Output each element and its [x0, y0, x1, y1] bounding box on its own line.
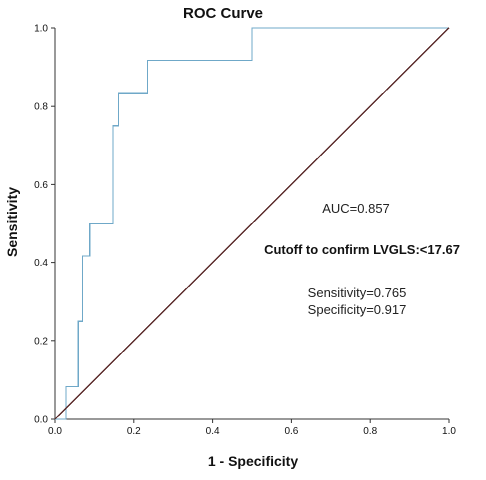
- sensitivity-annotation: Sensitivity=0.765: [308, 285, 407, 300]
- y-tick-label: 1.0: [34, 24, 48, 35]
- x-tick-label: 0.6: [284, 426, 298, 437]
- y-tick-label: 0.6: [34, 180, 48, 191]
- cutoff-annotation: Cutoff to confirm LVGLS:<17.67: [264, 242, 460, 257]
- y-tick-label: 0.0: [34, 415, 48, 426]
- x-tick-label: 1.0: [442, 426, 456, 437]
- y-tick-label: 0.2: [34, 336, 48, 347]
- roc-curve-line: [55, 27, 449, 420]
- y-tick-label: 0.4: [34, 258, 48, 269]
- x-tick-label: 0.2: [127, 426, 141, 437]
- axes: [54, 28, 449, 420]
- auc-annotation: AUC=0.857: [322, 201, 390, 216]
- x-tick-label: 0.0: [48, 426, 62, 437]
- chart-title: ROC Curve: [183, 5, 263, 22]
- y-tick-label: 0.8: [34, 102, 48, 113]
- y-axis-label: Sensitivity: [4, 187, 20, 257]
- x-axis-ticks: 0.0 0.2 0.4 0.6 0.8 1.0: [48, 419, 456, 437]
- x-tick-label: 0.8: [363, 426, 377, 437]
- specificity-annotation: Specificity=0.917: [308, 302, 407, 317]
- x-tick-label: 0.4: [206, 426, 220, 437]
- reference-diagonal-line: [54, 27, 450, 420]
- series: [54, 27, 450, 420]
- y-axis-ticks: 0.0 0.2 0.4 0.6 0.8 1.0: [34, 24, 55, 426]
- x-axis-label: 1 - Specificity: [208, 453, 298, 469]
